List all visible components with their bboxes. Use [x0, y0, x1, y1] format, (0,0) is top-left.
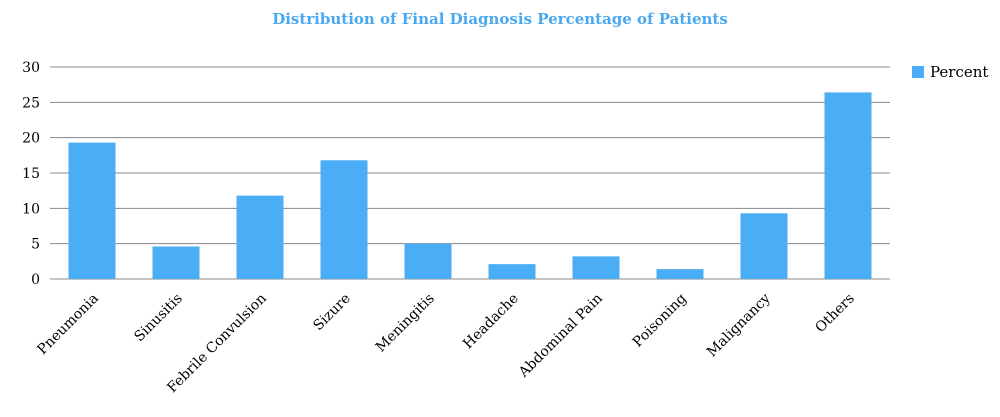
chart-title: Distribution of Final Diagnosis Percenta…: [272, 10, 728, 28]
bar: [404, 243, 452, 279]
y-tick-label: 0: [31, 272, 40, 288]
y-tick-label: 20: [22, 131, 40, 147]
y-tick-label: 5: [31, 237, 40, 253]
x-tick-label: Pneumonia: [34, 291, 101, 358]
x-tick-label: Meningitis: [373, 291, 438, 356]
x-tick-label: Abdominal Pain: [515, 291, 606, 382]
y-tick-label: 10: [22, 201, 40, 217]
y-tick-label: 15: [22, 166, 40, 182]
y-tick-label: 30: [22, 60, 40, 76]
bar: [740, 213, 788, 279]
x-tick-label: Headache: [460, 291, 522, 353]
x-tick-label: Others: [812, 291, 857, 336]
legend-label: Percent: [930, 63, 989, 81]
bar: [152, 246, 200, 279]
bar: [320, 160, 368, 279]
bar: [572, 256, 620, 279]
bar: [824, 92, 872, 279]
y-tick-label: 25: [22, 95, 40, 111]
x-tick-label: Sizure: [310, 291, 353, 334]
bar: [68, 142, 116, 279]
legend: Percent: [912, 63, 988, 81]
x-tick-label: Poisoning: [630, 290, 690, 350]
bar: [236, 195, 284, 279]
x-tick-label: Malignancy: [704, 290, 774, 360]
legend-swatch: [912, 66, 924, 78]
bar: [488, 264, 536, 279]
bar: [656, 269, 704, 279]
x-tick-label: Sinusitis: [131, 291, 185, 345]
